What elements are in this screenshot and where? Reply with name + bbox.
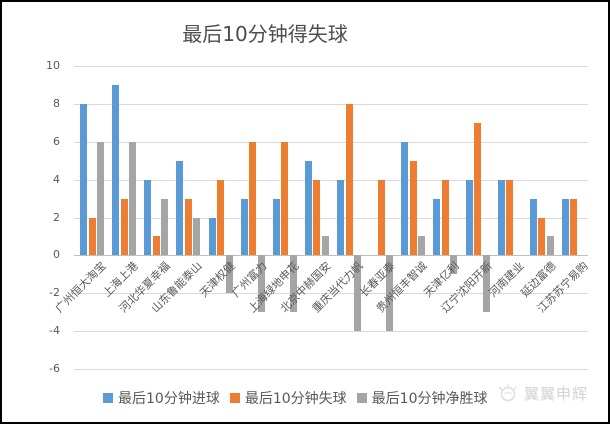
gridline [74,141,588,143]
legend-item-goals: 最后10分钟进球 [103,388,220,408]
bar-conceded [570,198,578,256]
bar-goals [304,160,312,256]
bar-conceded [409,160,417,256]
y-tick-label: 8 [53,96,60,110]
legend-label-conceded: 最后10分钟失球 [244,391,347,407]
legend-label-goals: 最后10分钟进球 [118,391,220,407]
bar-goals [529,198,537,256]
plot-area: 10 8 6 4 2 0 -2 -4 -6 广州恒大淘宝 上海上港 河北华夏幸福 山东鲁能泰山 天津权健广… [46,59,591,375]
watermark: 翼翼申辉 [497,382,588,404]
y-tick-label: -4 [49,324,60,338]
bar-goals [401,141,409,256]
bar-conceded [506,179,514,256]
legend-item-conceded: 最后10分钟失球 [229,388,347,408]
y-tick-label: 2 [53,210,60,224]
bar-goals [240,198,248,256]
gridline [74,103,588,105]
bar-goals [176,160,184,256]
bar-net [321,236,329,256]
bar-goals [208,217,216,256]
gridline [74,331,588,333]
gridline [74,293,588,295]
y-tick-label: -6 [49,362,60,375]
bar-conceded [281,141,289,256]
bar-conceded [474,122,482,256]
legend-swatch-conceded [229,393,240,403]
bar-net [129,141,137,256]
gridline [74,179,588,181]
chart-title: 最后10分钟得失球 [182,22,348,46]
bar-net [257,255,265,313]
legend-item-net: 最后10分钟净胜球 [356,388,488,408]
bar-net [225,255,233,294]
legend-swatch-net [356,393,367,403]
bar-conceded [217,179,225,256]
bar-conceded [184,198,192,256]
gridline [74,217,588,219]
bar-goals [144,179,152,256]
bar-conceded [345,103,353,256]
bar-conceded [313,179,321,256]
y-tick-label: -2 [49,286,60,300]
legend-swatch-goals [103,393,113,403]
bar-net [418,236,426,256]
gridline [74,66,588,67]
bar-goals [112,84,120,256]
legend-label-net: 最后10分钟净胜球 [371,391,488,407]
bar-conceded [152,236,160,256]
bar-net [289,255,297,313]
bar-goals [561,198,569,256]
sun-ball-logo-icon [498,384,517,402]
bar-net [193,217,201,256]
bar-goals [465,179,473,256]
bar-goals [272,198,280,256]
bar-net [450,255,458,275]
y-tick-label: 0 [53,248,60,262]
bar-conceded [538,217,546,256]
y-tick-label: 10 [46,59,60,72]
watermark-text: 翼翼申辉 [523,384,588,403]
y-tick-label: 4 [53,172,60,186]
bar-net [546,236,554,256]
bar-conceded [88,217,96,256]
bar-conceded [441,179,449,256]
bar-net [482,255,490,313]
bar-conceded [249,141,257,256]
bar-net [354,255,362,332]
bar-goals [80,103,88,256]
legend: 最后10分钟进球 最后10分钟失球 最后10分钟净胜球 [103,388,487,408]
x-axis-line [74,255,588,257]
bar-goals [433,198,441,256]
gridline [74,369,588,370]
y-tick-label: 6 [53,134,60,148]
bar-conceded [120,198,128,256]
bar-goals [497,179,505,256]
bar-net [97,141,105,256]
bar-net [161,198,169,256]
bar-conceded [377,179,385,256]
bar-goals [337,179,345,256]
bar-net [386,255,394,332]
